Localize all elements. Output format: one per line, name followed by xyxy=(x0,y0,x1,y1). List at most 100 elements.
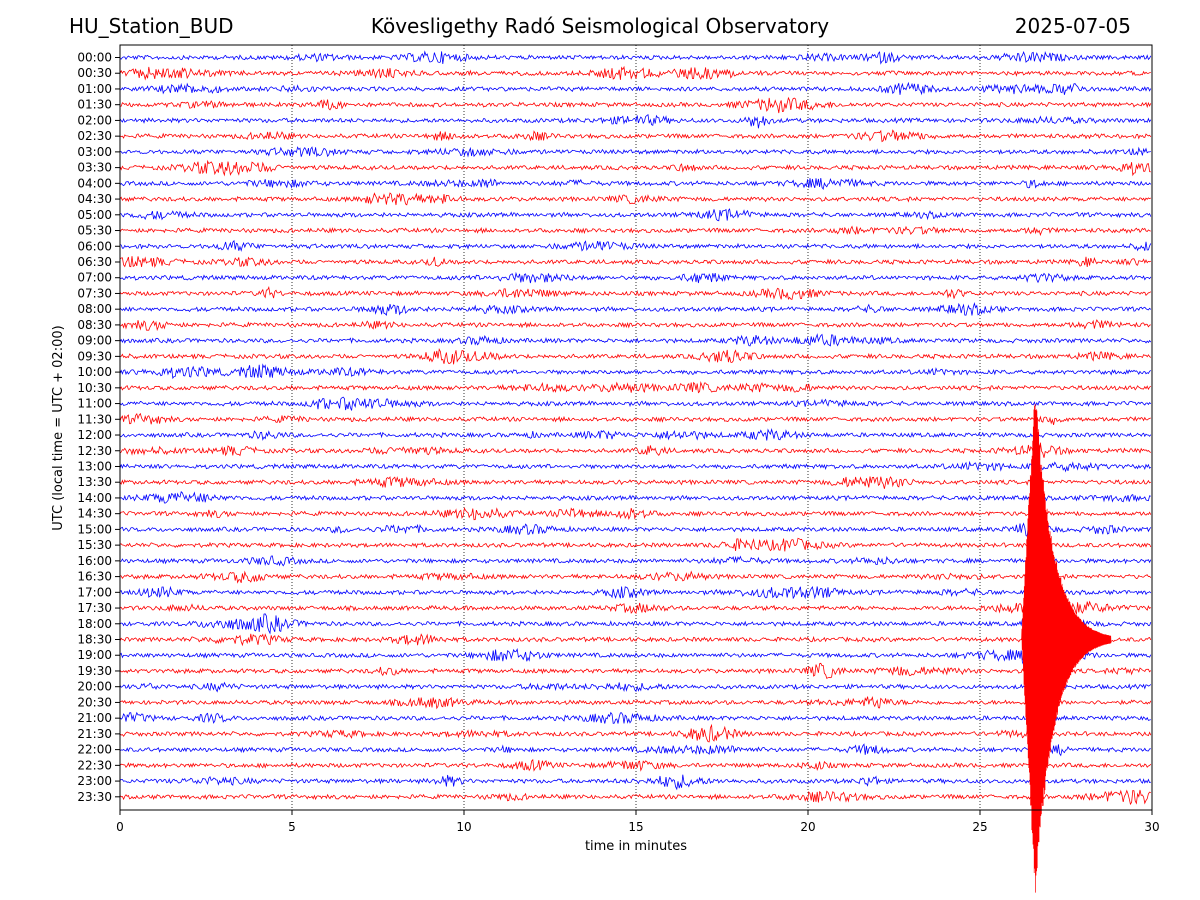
y-tick-label: 09:30 xyxy=(77,349,112,363)
trace-1930 xyxy=(120,662,1152,679)
traces xyxy=(120,50,1152,806)
trace-0430 xyxy=(120,192,1152,206)
trace-0130 xyxy=(120,96,1152,114)
event-signal xyxy=(1021,403,1112,893)
y-tick-label: 06:30 xyxy=(77,255,112,269)
x-ticks: 0 5 10 15 20 25 30 xyxy=(116,810,1160,834)
trace-2330 xyxy=(120,789,1151,806)
trace-1700 xyxy=(120,585,1152,600)
y-tick-label: 05:30 xyxy=(77,224,112,238)
y-tick-label: 19:30 xyxy=(77,664,112,678)
y-tick-label: 20:00 xyxy=(77,680,112,694)
y-tick-label: 10:00 xyxy=(77,365,112,379)
trace-0200 xyxy=(120,114,1152,129)
x-tick-label: 5 xyxy=(288,820,296,834)
trace-1400 xyxy=(120,491,1151,504)
trace-1030 xyxy=(120,381,1152,394)
y-tick-label: 08:30 xyxy=(77,318,112,332)
trace-0830 xyxy=(120,319,1151,332)
y-tick-label: 13:30 xyxy=(77,475,112,489)
trace-1800 xyxy=(120,613,1152,635)
trace-1130 xyxy=(120,412,1151,425)
trace-0700 xyxy=(120,271,1152,284)
y-tick-label: 01:30 xyxy=(77,98,112,112)
trace-2300 xyxy=(120,774,1151,791)
trace-2230 xyxy=(120,758,1152,772)
trace-1100 xyxy=(120,396,1152,411)
y-tick-label: 15:30 xyxy=(77,538,112,552)
y-tick-label: 12:30 xyxy=(77,444,112,458)
y-tick-label: 04:00 xyxy=(77,176,112,190)
date-label: 2025-07-05 xyxy=(1014,14,1131,38)
y-tick-label: 03:30 xyxy=(77,161,112,175)
y-tick-label: 21:30 xyxy=(77,727,112,741)
y-tick-label: 22:00 xyxy=(77,743,112,757)
trace-1600 xyxy=(120,555,1152,567)
trace-1530 xyxy=(120,537,1152,552)
x-tick-label: 20 xyxy=(800,820,815,834)
y-tick-label: 04:30 xyxy=(77,192,112,206)
trace-0500 xyxy=(120,208,1152,222)
y-tick-label: 07:00 xyxy=(77,271,112,285)
y-tick-label: 11:00 xyxy=(77,397,112,411)
trace-0630 xyxy=(120,256,1152,268)
trace-1000 xyxy=(120,363,1152,380)
y-tick-label: 02:00 xyxy=(77,113,112,127)
trace-0100 xyxy=(120,81,1152,96)
trace-0600 xyxy=(120,239,1152,252)
y-tick-label: 11:30 xyxy=(77,412,112,426)
y-tick-label: 18:30 xyxy=(77,633,112,647)
x-axis-label: time in minutes xyxy=(585,839,687,854)
y-tick-label: 09:00 xyxy=(77,334,112,348)
grid-lines xyxy=(291,45,981,810)
x-tick-label: 25 xyxy=(972,820,987,834)
trace-1900 xyxy=(120,647,1152,667)
x-tick-label: 30 xyxy=(1144,820,1159,834)
trace-1230 xyxy=(120,442,1152,458)
trace-0000 xyxy=(120,50,1152,65)
y-tick-label: 14:00 xyxy=(77,491,112,505)
x-tick-label: 0 xyxy=(116,820,124,834)
trace-1430 xyxy=(120,506,1152,521)
y-tick-label: 15:00 xyxy=(77,522,112,536)
y-tick-label: 07:30 xyxy=(77,286,112,300)
x-tick-label: 10 xyxy=(456,820,471,834)
earthquake-signal xyxy=(1021,403,1112,893)
y-tick-label: 00:00 xyxy=(77,51,112,65)
y-tick-label: 01:00 xyxy=(77,82,112,96)
y-tick-label: 12:00 xyxy=(77,428,112,442)
y-tick-label: 16:00 xyxy=(77,554,112,568)
trace-0730 xyxy=(120,285,1152,300)
trace-0900 xyxy=(120,333,1152,347)
trace-2130 xyxy=(120,723,1152,743)
trace-2100 xyxy=(120,711,1151,724)
y-tick-label: 20:30 xyxy=(77,695,112,709)
y-tick-label: 00:30 xyxy=(77,66,112,80)
y-tick-label: 05:00 xyxy=(77,208,112,222)
y-axis-label: UTC (local time = UTC + 02:00) xyxy=(51,325,66,530)
trace-2030 xyxy=(120,696,1152,710)
x-tick-label: 15 xyxy=(628,820,643,834)
trace-0800 xyxy=(120,301,1152,317)
trace-2200 xyxy=(120,743,1151,757)
trace-0300 xyxy=(120,146,1151,158)
y-tick-label: 23:00 xyxy=(77,774,112,788)
y-tick-label: 21:00 xyxy=(77,711,112,725)
trace-1830 xyxy=(120,632,1152,647)
y-tick-label: 14:30 xyxy=(77,507,112,521)
trace-0230 xyxy=(120,129,1152,143)
trace-1300 xyxy=(120,460,1152,473)
y-tick-label: 02:30 xyxy=(77,129,112,143)
station-label: HU_Station_BUD xyxy=(69,14,234,38)
y-tick-label: 22:30 xyxy=(77,758,112,772)
trace-0030 xyxy=(120,65,1151,81)
y-tick-label: 13:00 xyxy=(77,459,112,473)
trace-1200 xyxy=(120,428,1152,441)
y-tick-label: 23:30 xyxy=(77,790,112,804)
trace-2000 xyxy=(120,681,1152,693)
y-tick-label: 19:00 xyxy=(77,648,112,662)
y-tick-label: 17:00 xyxy=(77,585,112,599)
trace-0400 xyxy=(120,177,1152,190)
y-tick-label: 08:00 xyxy=(77,302,112,316)
